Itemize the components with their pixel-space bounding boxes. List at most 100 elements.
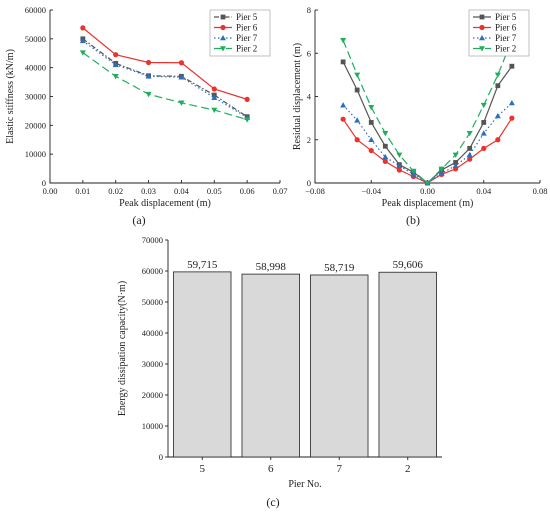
y-tick-label: 30000 — [142, 359, 163, 369]
series-line — [82, 52, 248, 121]
data-point — [452, 162, 459, 168]
series-pier-7 — [79, 37, 251, 120]
data-point — [80, 25, 86, 31]
legend-marker — [220, 24, 226, 31]
data-point — [410, 168, 417, 175]
y-tick-label: 2 — [307, 135, 311, 145]
data-point — [113, 52, 119, 58]
x-axis-label: Pier No. — [288, 479, 321, 490]
data-point — [495, 83, 501, 89]
data-point — [509, 63, 515, 69]
y-tick-label: 6 — [307, 48, 311, 58]
data-point — [79, 50, 86, 56]
legend-label: Pier 5 — [236, 12, 258, 22]
data-point — [354, 137, 360, 143]
data-point — [467, 146, 473, 151]
panel-label: (b) — [406, 213, 420, 227]
data-point — [178, 74, 185, 80]
legend-marker — [220, 14, 226, 20]
legend-box — [468, 9, 530, 57]
x-tick-label: 0.03 — [141, 186, 156, 196]
y-axis-label: Elastic stiffness (kN/m) — [5, 49, 16, 144]
chart-b: −0.08 −0.04 0.00 0.04 0.08 0 2 4 6 8 Peak displace… — [292, 5, 547, 227]
data-point — [438, 166, 445, 172]
data-point — [368, 105, 375, 111]
series-pier-2 — [79, 50, 251, 123]
data-point — [340, 102, 347, 108]
panel-label: (a) — [132, 213, 145, 227]
y-tick-label: 10000 — [25, 149, 46, 159]
data-point — [424, 180, 431, 186]
bar-value-label: 59,715 — [187, 259, 218, 271]
data-point — [211, 107, 218, 114]
legend-marker — [220, 35, 226, 41]
bar-value-label: 59,606 — [393, 259, 424, 271]
data-point — [368, 120, 374, 125]
y-axis-label: Energy dissipation capacity(N·m) — [117, 281, 128, 416]
series-pier-5 — [340, 59, 515, 186]
y-tick-label: 60000 — [25, 5, 46, 15]
y-tick-label: 0 — [42, 178, 46, 188]
data-point — [211, 94, 218, 100]
data-point — [494, 112, 501, 119]
bar — [310, 274, 369, 458]
y-tick-label: 50000 — [25, 34, 46, 44]
data-point — [452, 152, 459, 158]
x-tick-label: 0.07 — [273, 186, 288, 196]
series-line — [82, 40, 248, 119]
y-tick-label: 60000 — [142, 266, 163, 276]
x-tick-label: 5 — [200, 463, 206, 475]
panel-label: (c) — [266, 495, 279, 509]
y-tick-label: 20000 — [25, 120, 46, 130]
series-pier-6 — [80, 25, 250, 102]
bar — [173, 271, 232, 458]
data-point — [178, 60, 185, 66]
data-point — [354, 72, 361, 78]
data-point — [244, 117, 251, 123]
legend-marker — [479, 35, 485, 41]
legend-label: Pier 6 — [495, 23, 517, 33]
x-tick-label: 0.00 — [43, 186, 58, 196]
x-tick-label: −0.08 — [305, 186, 325, 196]
y-tick-label: 10000 — [142, 421, 163, 431]
x-axis-label: Peak displacement (m) — [119, 198, 211, 209]
data-point — [481, 145, 487, 151]
data-point — [145, 73, 152, 79]
data-point — [494, 72, 501, 78]
data-point — [481, 120, 487, 125]
y-tick-label: 40000 — [25, 63, 46, 73]
data-point — [382, 158, 388, 164]
data-point — [466, 130, 473, 137]
data-point — [354, 87, 360, 93]
x-tick-label: −0.04 — [361, 186, 381, 196]
y-tick-label: 8 — [307, 5, 311, 15]
bar-value-label: 58,998 — [256, 261, 287, 273]
legend-label: Pier 6 — [236, 23, 258, 33]
y-tick-label: 30000 — [25, 92, 46, 102]
y-tick-label: 50000 — [142, 297, 163, 307]
y-tick-label: 70000 — [142, 235, 163, 245]
data-point — [467, 156, 473, 162]
x-tick-label: 6 — [268, 463, 274, 475]
y-axis-label: Residual displacement (m) — [292, 43, 303, 150]
data-point — [453, 160, 459, 165]
x-tick-label: 0.08 — [533, 186, 548, 196]
y-tick-label: 4 — [307, 92, 312, 102]
data-point — [508, 99, 515, 106]
data-point — [382, 143, 388, 149]
series-pier-7 — [340, 99, 515, 186]
x-tick-label: 7 — [337, 463, 343, 475]
data-point — [495, 137, 501, 143]
legend-label: Pier 7 — [236, 33, 258, 43]
series-line — [82, 38, 248, 118]
legend-marker — [479, 46, 485, 52]
data-point — [340, 116, 346, 122]
x-tick-label: 0.04 — [174, 186, 190, 196]
legend-marker — [479, 14, 485, 20]
legend-marker — [220, 46, 226, 52]
data-point — [368, 136, 375, 143]
data-point — [396, 152, 403, 158]
chart-c: 0 10000 20000 30000 40000 50000 60000 70000 59,7… — [117, 235, 442, 509]
data-point — [466, 151, 473, 158]
